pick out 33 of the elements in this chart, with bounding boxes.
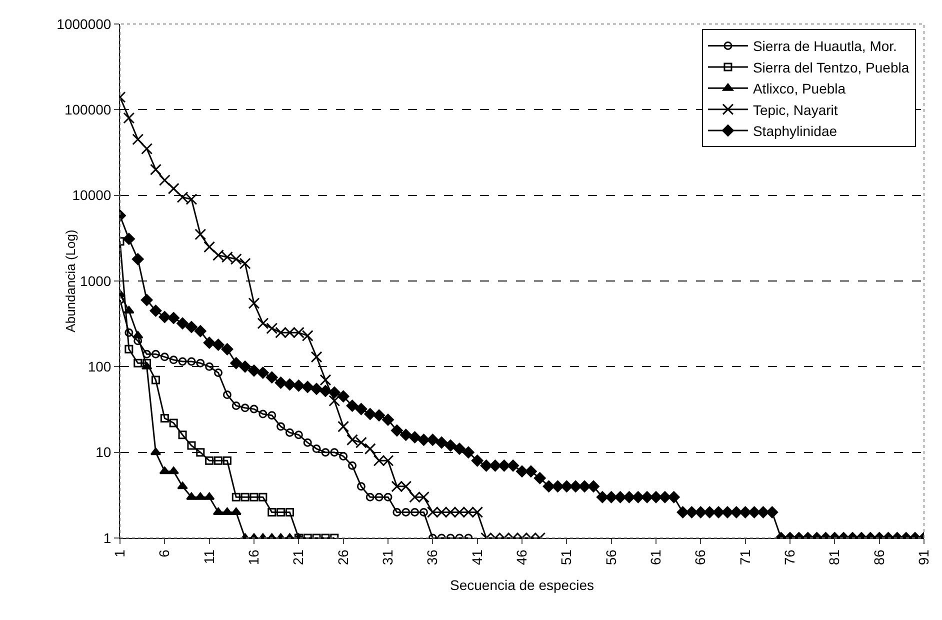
legend-label: Sierra del Tentzo, Puebla <box>752 59 910 76</box>
x-tick-label: 21 <box>290 549 306 566</box>
x-tick-label: 61 <box>648 549 664 566</box>
legend-label: Atlixco, Puebla <box>752 80 846 97</box>
x-tick-label: 16 <box>246 549 262 566</box>
x-tick-label: 81 <box>826 549 842 566</box>
x-tick-label: 26 <box>334 549 351 566</box>
x-tick-label: 31 <box>380 549 396 566</box>
x-tick-label: 46 <box>514 549 530 566</box>
x-tick-label: 71 <box>736 549 753 566</box>
x-tick-label: 6 <box>156 549 172 558</box>
y-tick-label: 100000 <box>64 102 112 118</box>
legend-label: Staphylinidae <box>752 123 838 139</box>
x-tick-label: 66 <box>692 549 708 566</box>
y-tick-label: 10 <box>96 444 112 460</box>
x-tick-label: 41 <box>468 549 485 566</box>
y-tick-label: 10000 <box>72 187 112 204</box>
legend-label: Sierra de Huautla, Mor. <box>752 38 897 54</box>
x-tick-label: 91 <box>916 549 932 566</box>
y-axis-title: Abundancia (Log) <box>63 230 78 332</box>
x-tick-label: 36 <box>424 549 440 566</box>
y-tick-label: 1000 <box>80 272 112 289</box>
y-tick-label: 1 <box>103 530 112 546</box>
y-tick-label: 100 <box>88 358 112 375</box>
x-axis-title: Secuencia de especies <box>450 577 594 593</box>
x-tick-label: 76 <box>782 549 798 566</box>
x-tick-label: 56 <box>602 549 619 566</box>
y-tick-label: 1000000 <box>56 16 112 32</box>
x-tick-label: 51 <box>558 549 574 566</box>
x-tick-label: 86 <box>870 549 887 566</box>
x-tick-label: 11 <box>200 549 217 564</box>
legend-label: Tepic, Nayarit <box>752 102 838 118</box>
x-tick-label: 1 <box>112 549 128 558</box>
